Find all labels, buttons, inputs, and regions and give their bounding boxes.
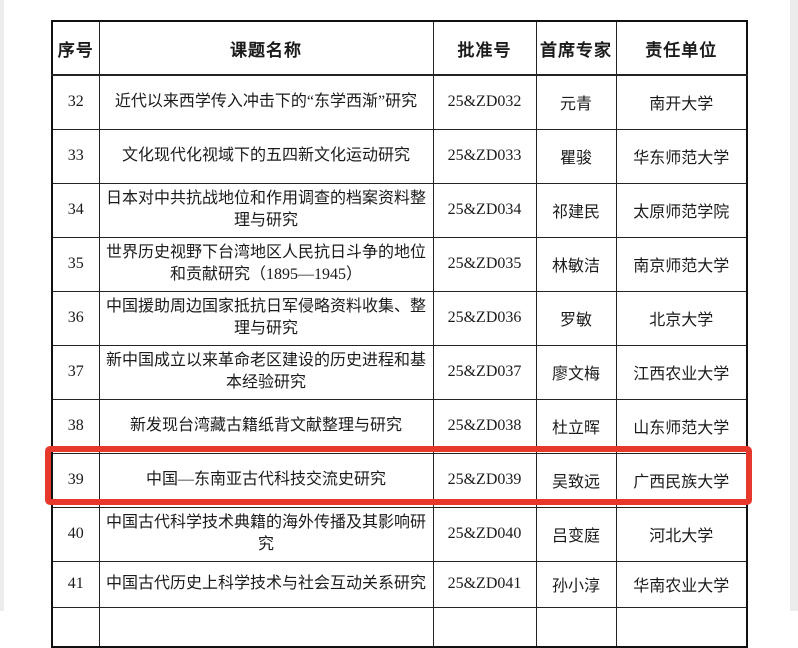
cell-expert: 林敏洁	[535, 236, 617, 292]
cell-code: 25&ZD040	[432, 506, 537, 562]
cell-code: 25&ZD038	[432, 398, 537, 454]
cell-code: 25&ZD037	[432, 344, 537, 400]
cell-unit: 山东师范大学	[615, 398, 748, 454]
table-row: 35 世界历史视野下台湾地区人民抗日斗争的地位和贡献研究（1895—1945） …	[51, 236, 748, 292]
page-edge-right	[790, 0, 798, 611]
cell-title: 新发现台湾藏古籍纸背文献整理与研究	[98, 398, 434, 454]
cell-no: 41	[51, 560, 100, 608]
col-header-expert: 首席专家	[535, 20, 617, 76]
cell-code: 25&ZD033	[432, 128, 537, 184]
cell-title: 中国—东南亚古代科技交流史研究	[98, 452, 434, 508]
table-row: 40 中国古代科学技术典籍的海外传播及其影响研究 25&ZD040 吕变庭 河北…	[51, 506, 748, 562]
cell-expert: 吴致远	[535, 452, 617, 508]
cell-title: 日本对中共抗战地位和作用调查的档案资料整理与研究	[98, 182, 434, 238]
cell-code: 25&ZD041	[432, 560, 537, 608]
cell-no: 36	[51, 290, 100, 346]
cell-code: 25&ZD036	[432, 290, 537, 346]
col-header-unit: 责任单位	[615, 20, 748, 76]
cell-expert: 孙小淳	[535, 560, 617, 608]
cell-expert: 元青	[535, 74, 617, 130]
cell-unit: 南开大学	[615, 74, 748, 130]
cell-no: 39	[51, 452, 100, 508]
cell-title: 中国援助周边国家抵抗日军侵略资料收集、整理与研究	[98, 290, 434, 346]
table-row: 34 日本对中共抗战地位和作用调查的档案资料整理与研究 25&ZD034 祁建民…	[51, 182, 748, 238]
cell-title: 新中国成立以来革命老区建设的历史进程和基本经验研究	[98, 344, 434, 400]
cell-unit: 太原师范学院	[615, 182, 748, 238]
table-row: 32 近代以来西学传入冲击下的“东学西渐”研究 25&ZD032 元青 南开大学	[51, 74, 748, 130]
cell-code: 25&ZD039	[432, 452, 537, 508]
cell-title: 世界历史视野下台湾地区人民抗日斗争的地位和贡献研究（1895—1945）	[98, 236, 434, 292]
cell-unit: 华南农业大学	[615, 560, 748, 608]
cell-no: 33	[51, 128, 100, 184]
cell-code: 25&ZD034	[432, 182, 537, 238]
cell-unit: 广西民族大学	[615, 452, 748, 508]
col-header-code: 批准号	[432, 20, 537, 76]
cell-no: 37	[51, 344, 100, 400]
cell-expert: 瞿骏	[535, 128, 617, 184]
cell-unit: 江西农业大学	[615, 344, 748, 400]
cell-no: 32	[51, 74, 100, 130]
cell-no: 34	[51, 182, 100, 238]
cell-code: 25&ZD035	[432, 236, 537, 292]
cell-title: 中国古代科学技术典籍的海外传播及其影响研究	[98, 506, 434, 562]
cell-no: 38	[51, 398, 100, 454]
cell-no: 40	[51, 506, 100, 562]
cell-title: 文化现代化视域下的五四新文化运动研究	[98, 128, 434, 184]
page-edge-left	[0, 0, 4, 611]
table-header-row: 序号 课题名称 批准号 首席专家 责任单位	[51, 20, 748, 76]
col-header-no: 序号	[51, 20, 100, 76]
cell-title: 近代以来西学传入冲击下的“东学西渐”研究	[98, 74, 434, 130]
cell-unit: 北京大学	[615, 290, 748, 346]
table-row: 37 新中国成立以来革命老区建设的历史进程和基本经验研究 25&ZD037 廖文…	[51, 344, 748, 400]
cell-unit: 南京师范大学	[615, 236, 748, 292]
cell-expert: 吕变庭	[535, 506, 617, 562]
cell-code: 25&ZD032	[432, 74, 537, 130]
table-row: 38 新发现台湾藏古籍纸背文献整理与研究 25&ZD038 杜立晖 山东师范大学	[51, 398, 748, 454]
cell-no: 35	[51, 236, 100, 292]
table-row: 33 文化现代化视域下的五四新文化运动研究 25&ZD033 瞿骏 华东师范大学	[51, 128, 748, 184]
table-row: 36 中国援助周边国家抵抗日军侵略资料收集、整理与研究 25&ZD036 罗敏 …	[51, 290, 748, 346]
cell-expert: 罗敏	[535, 290, 617, 346]
table-row-partial	[51, 606, 748, 648]
table-row-highlighted: 39 中国—东南亚古代科技交流史研究 25&ZD039 吴致远 广西民族大学	[51, 452, 748, 508]
cell-unit: 华东师范大学	[615, 128, 748, 184]
cell-expert: 祁建民	[535, 182, 617, 238]
cell-expert: 廖文梅	[535, 344, 617, 400]
approved-projects-table: 序号 课题名称 批准号 首席专家 责任单位 32 近代以来西学传入冲击下的“东学…	[51, 20, 748, 648]
cell-title: 中国古代历史上科学技术与社会互动关系研究	[98, 560, 434, 608]
cell-unit: 河北大学	[615, 506, 748, 562]
col-header-title: 课题名称	[98, 20, 434, 76]
cell-expert: 杜立晖	[535, 398, 617, 454]
table-row: 41 中国古代历史上科学技术与社会互动关系研究 25&ZD041 孙小淳 华南农…	[51, 560, 748, 608]
